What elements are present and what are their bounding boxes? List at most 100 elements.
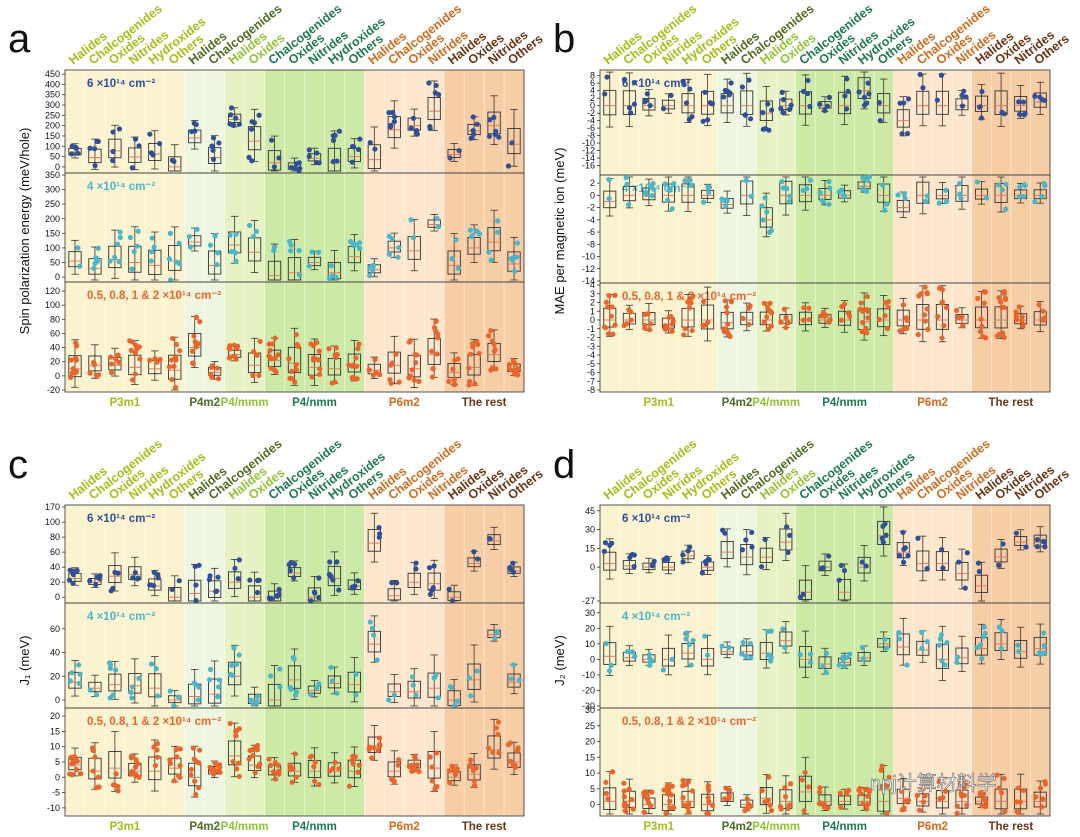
data-point [865,793,871,799]
box [108,565,122,584]
data-point [429,374,436,380]
data-point [964,802,970,808]
y-tick-label: -4 [587,116,595,126]
data-point [366,744,373,750]
data-point [68,754,74,761]
data-point [766,774,772,780]
data-point [508,758,514,764]
data-point [176,578,182,584]
data-point [233,345,240,352]
data-point [267,347,273,353]
data-point [113,667,119,673]
y-tick-label: 0 [590,562,595,572]
data-point [955,654,961,660]
data-point [609,769,616,775]
box [759,547,773,563]
data-point [336,765,342,772]
data-point [956,314,962,320]
data-point [353,671,359,677]
data-point [426,565,433,571]
data-point [227,121,233,127]
data-point [91,265,97,272]
data-point [762,195,768,201]
data-point [864,806,870,812]
data-point [129,165,135,171]
data-point [413,566,419,572]
data-point [1000,541,1006,547]
y-tick-label: -7 [587,376,595,386]
data-point [171,158,177,165]
data-point [821,313,827,319]
data-point [962,585,968,591]
data-point [880,539,886,545]
box [838,578,852,601]
data-point [883,532,889,538]
data-point [885,304,891,310]
data-point [602,540,609,546]
data-point [514,254,520,260]
data-point [944,639,950,646]
data-point [286,356,292,362]
data-point [686,641,693,648]
data-point [843,788,850,794]
data-point [316,348,322,354]
box [88,681,102,693]
data-point [780,109,786,116]
data-point [780,97,787,103]
data-point [308,691,314,698]
data-point [897,100,903,106]
data-point [446,779,453,786]
data-point [820,199,826,205]
data-point [293,161,300,167]
data-point [841,567,848,574]
data-point [511,662,517,668]
data-point [311,764,317,770]
data-point [396,379,402,385]
data-point [328,664,334,671]
y-tick-label: 1 [590,306,595,316]
data-point [194,226,200,232]
y-tick-label: 6 [590,78,595,88]
data-point [292,165,298,171]
data-point [900,529,906,536]
data-point [506,361,513,368]
data-point [784,524,790,530]
data-point [838,562,844,569]
data-point [632,654,638,660]
data-point [625,648,631,655]
data-point [895,192,901,198]
data-point [250,752,256,759]
data-point [899,131,905,137]
data-point [601,548,607,554]
data-point [1039,193,1045,200]
box [701,647,715,667]
data-point [95,245,101,251]
data-point [251,120,258,126]
data-point [680,795,686,801]
data-point [189,348,195,354]
data-point [446,768,452,774]
data-point [493,725,499,731]
data-point [173,357,179,363]
y-tick-label: 450 [45,69,60,79]
data-point [1001,304,1007,310]
data-point [230,353,237,359]
data-point [507,565,513,571]
data-point [349,585,355,591]
data-point [1023,544,1029,550]
box [955,789,969,809]
data-point [981,300,987,306]
data-point [127,338,133,344]
box [327,147,342,172]
data-point [915,331,921,338]
data-point [788,102,794,108]
data-point [956,181,963,187]
data-point [1041,630,1047,636]
box [975,188,989,200]
data-point [97,573,103,579]
data-point [134,346,140,352]
data-point [135,575,141,581]
data-point [680,777,686,784]
data-point [860,656,866,662]
box [759,787,773,806]
